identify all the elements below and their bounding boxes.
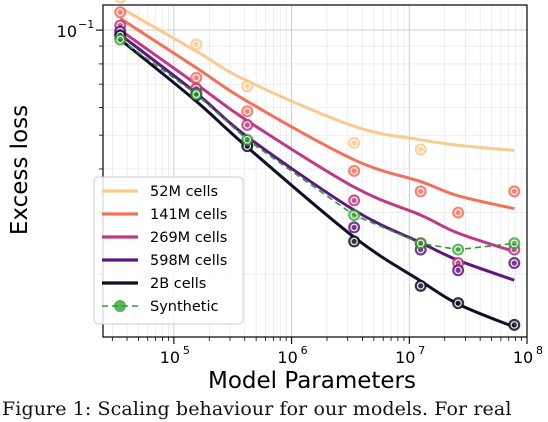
plot-frame	[102, 4, 528, 338]
svg-text:−1: −1	[78, 18, 94, 31]
x-tick-label: 10 8	[513, 344, 543, 367]
svg-text:7: 7	[418, 344, 425, 357]
svg-text:6: 6	[301, 344, 308, 357]
data-point-2b-cells	[414, 279, 427, 292]
data-point-598m-cells	[348, 221, 361, 234]
svg-text:10: 10	[277, 348, 297, 367]
data-point-141m-cells	[114, 6, 127, 19]
data-point-synthetic	[348, 209, 361, 222]
data-point-52m-cells	[348, 136, 361, 149]
data-point-52m-cells	[241, 80, 254, 93]
data-point-synthetic	[114, 33, 127, 46]
data-point-52m-cells	[414, 143, 427, 156]
svg-text:10: 10	[513, 348, 533, 367]
legend-item-141m-cells: 141M cells	[102, 207, 227, 223]
svg-text:10: 10	[160, 348, 180, 367]
legend-item-269m-cells: 269M cells	[102, 230, 227, 246]
data-point-269m-cells	[241, 118, 254, 131]
legend-item-598m-cells: 598M cells	[102, 253, 227, 269]
data-point-598m-cells	[452, 264, 465, 277]
data-point-141m-cells	[348, 164, 361, 177]
x-tick-label: 10 5	[160, 344, 190, 367]
data-point-141m-cells	[452, 206, 465, 219]
figure-caption: Figure 1: Scaling behaviour for our mode…	[2, 398, 512, 420]
x-axis-ticks: 10 5 10 6 10 7 10 8	[111, 337, 543, 367]
legend-item-2b-cells: 2B cells	[102, 276, 206, 292]
data-point-52m-cells	[114, 0, 126, 4]
data-point-141m-cells	[190, 71, 203, 84]
data-point-52m-cells	[190, 38, 203, 51]
fit-curve-52m-cells	[119, 6, 515, 152]
data-point-synthetic	[452, 243, 465, 256]
data-point-141m-cells	[241, 105, 254, 118]
data-point-synthetic	[190, 88, 203, 101]
legend-label: 52M cells	[150, 184, 218, 200]
legend-label: 141M cells	[150, 207, 227, 223]
legend-item-synthetic: Synthetic	[102, 299, 218, 315]
chart: 10 5 10 6 10 7 10 8 10 −1 Model Parameters Exces…	[7, 0, 543, 394]
legend-marker	[114, 300, 126, 312]
data-point-2b-cells	[452, 297, 465, 310]
legend-item-52m-cells: 52M cells	[102, 184, 218, 200]
x-tick-label: 10 7	[395, 344, 425, 367]
legend-label: Synthetic	[150, 299, 218, 315]
y-axis-label: Excess loss	[7, 105, 33, 235]
legend-label: 269M cells	[150, 230, 227, 246]
svg-text:8: 8	[536, 344, 543, 357]
svg-text:10: 10	[395, 348, 415, 367]
fit-curve-141m-cells	[119, 17, 515, 211]
data-point-598m-cells	[508, 257, 521, 270]
data-point-141m-cells	[414, 185, 427, 198]
legend-label: 598M cells	[150, 253, 227, 269]
data-point-2b-cells	[508, 318, 521, 331]
data-point-141m-cells	[508, 185, 521, 198]
plot-area	[103, 0, 528, 337]
x-tick-label: 10 6	[277, 344, 307, 367]
y-tick-label: 10 −1	[57, 18, 95, 41]
svg-text:5: 5	[183, 344, 190, 357]
data-point-synthetic	[508, 237, 521, 250]
data-point-synthetic	[241, 133, 254, 146]
svg-text:10: 10	[57, 22, 77, 41]
legend: 52M cells 141M cells 269M cells 598M cells 2…	[93, 176, 244, 325]
y-axis-ticks: 10 −1	[57, 18, 103, 275]
data-point-synthetic	[414, 237, 427, 250]
data-point-269m-cells	[348, 194, 361, 207]
data-point-2b-cells	[348, 235, 361, 248]
data-points	[114, 0, 521, 331]
x-axis-label: Model Parameters	[208, 368, 416, 394]
legend-label: 2B cells	[150, 276, 206, 292]
